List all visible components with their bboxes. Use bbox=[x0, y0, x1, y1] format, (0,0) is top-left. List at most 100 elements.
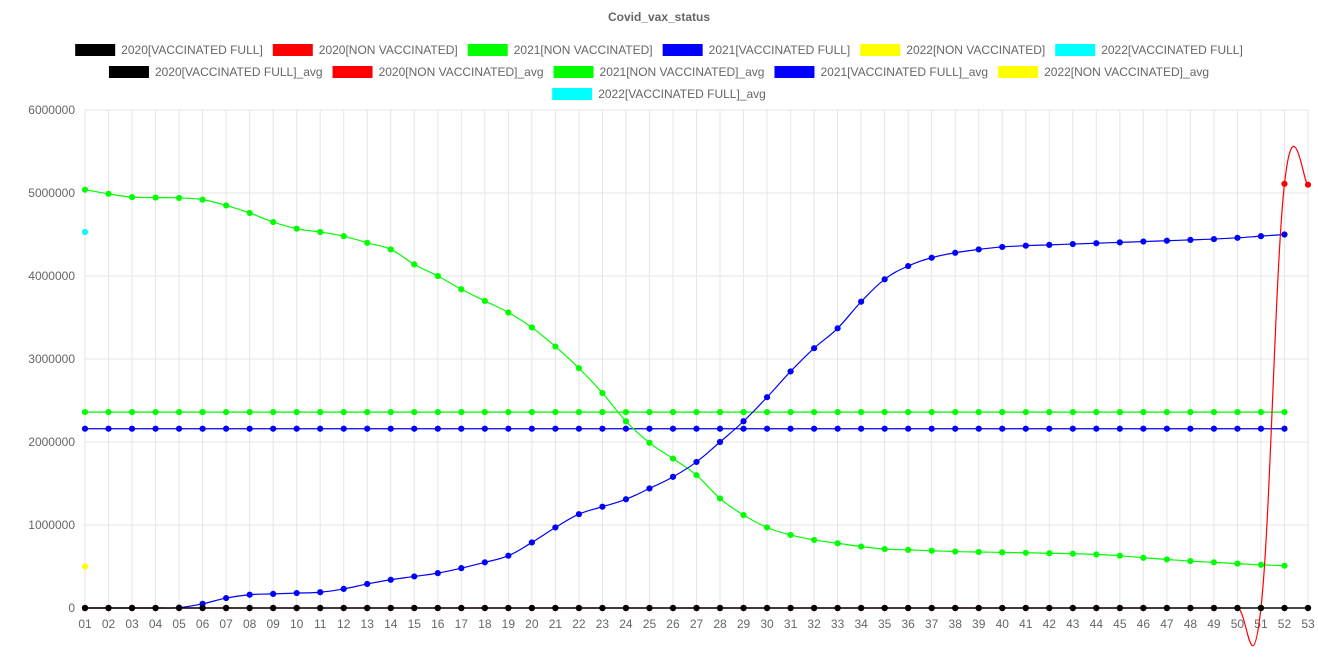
data-point[interactable] bbox=[1022, 604, 1029, 612]
data-point[interactable] bbox=[1163, 425, 1170, 432]
data-point[interactable] bbox=[1234, 234, 1241, 241]
data-point[interactable] bbox=[999, 409, 1006, 416]
data-point[interactable] bbox=[858, 409, 865, 416]
data-point[interactable] bbox=[928, 547, 935, 554]
data-point[interactable] bbox=[599, 604, 606, 612]
data-point[interactable] bbox=[1304, 604, 1312, 612]
data-point[interactable] bbox=[552, 343, 559, 350]
data-point[interactable] bbox=[858, 604, 865, 612]
data-point[interactable] bbox=[669, 425, 677, 432]
data-point[interactable] bbox=[952, 409, 959, 416]
data-point[interactable] bbox=[975, 246, 982, 253]
data-point[interactable] bbox=[763, 409, 771, 416]
data-point[interactable] bbox=[1281, 425, 1288, 432]
data-point[interactable] bbox=[1093, 240, 1100, 247]
data-point[interactable] bbox=[1116, 604, 1123, 612]
data-point[interactable] bbox=[1046, 425, 1053, 432]
data-point[interactable] bbox=[999, 243, 1006, 251]
data-point[interactable] bbox=[693, 604, 700, 612]
data-point[interactable] bbox=[952, 249, 959, 256]
data-point[interactable] bbox=[152, 425, 159, 432]
data-point[interactable] bbox=[1304, 181, 1312, 188]
data-point[interactable] bbox=[1187, 236, 1194, 243]
data-point[interactable] bbox=[975, 409, 982, 416]
data-point[interactable] bbox=[622, 409, 630, 416]
data-point[interactable] bbox=[458, 286, 465, 293]
data-point[interactable] bbox=[293, 409, 300, 416]
data-point[interactable] bbox=[740, 409, 747, 416]
data-point[interactable] bbox=[1140, 425, 1147, 432]
data-point[interactable] bbox=[1163, 556, 1170, 563]
data-point[interactable] bbox=[223, 594, 230, 602]
data-point[interactable] bbox=[552, 425, 559, 432]
data-point[interactable] bbox=[1234, 425, 1241, 432]
data-point[interactable] bbox=[340, 585, 347, 593]
data-point[interactable] bbox=[223, 604, 230, 612]
data-point[interactable] bbox=[317, 589, 324, 596]
data-point[interactable] bbox=[928, 604, 935, 612]
data-point[interactable] bbox=[1046, 604, 1053, 612]
data-point[interactable] bbox=[905, 546, 912, 554]
data-point[interactable] bbox=[669, 604, 677, 612]
data-point[interactable] bbox=[246, 591, 253, 598]
data-point[interactable] bbox=[505, 309, 512, 316]
data-point[interactable] bbox=[481, 559, 488, 566]
data-point[interactable] bbox=[881, 409, 888, 416]
data-point[interactable] bbox=[1046, 409, 1053, 416]
data-point[interactable] bbox=[1022, 425, 1029, 432]
data-point[interactable] bbox=[1140, 238, 1147, 245]
data-point[interactable] bbox=[1234, 560, 1241, 567]
data-point[interactable] bbox=[340, 409, 347, 416]
data-point[interactable] bbox=[881, 604, 888, 612]
data-point[interactable] bbox=[364, 580, 371, 588]
data-point[interactable] bbox=[622, 418, 630, 425]
data-point[interactable] bbox=[599, 503, 606, 510]
data-point[interactable] bbox=[81, 186, 89, 193]
data-point[interactable] bbox=[1210, 235, 1218, 243]
data-point[interactable] bbox=[834, 409, 841, 416]
data-point[interactable] bbox=[693, 425, 700, 432]
data-point[interactable] bbox=[552, 524, 559, 531]
data-point[interactable] bbox=[975, 548, 982, 556]
data-point[interactable] bbox=[317, 604, 324, 612]
legend-item-2021-non-vaccinated-avg[interactable]: 2021[NON VACCINATED]_avg bbox=[553, 65, 765, 79]
data-point[interactable] bbox=[740, 511, 747, 519]
data-point[interactable] bbox=[505, 552, 512, 559]
data-point[interactable] bbox=[763, 425, 771, 432]
legend-item-2022-vaccinated-full[interactable]: 2022[VACCINATED FULL] bbox=[1055, 43, 1243, 57]
data-point[interactable] bbox=[105, 409, 112, 416]
data-point[interactable] bbox=[364, 425, 371, 432]
data-point[interactable] bbox=[1069, 409, 1076, 416]
data-point[interactable] bbox=[1046, 550, 1053, 557]
data-point[interactable] bbox=[905, 604, 912, 612]
data-point[interactable] bbox=[1069, 240, 1076, 248]
data-point[interactable] bbox=[270, 218, 277, 226]
data-point[interactable] bbox=[1210, 604, 1218, 612]
data-point[interactable] bbox=[599, 389, 606, 397]
data-point[interactable] bbox=[952, 425, 959, 432]
data-point[interactable] bbox=[1116, 552, 1123, 559]
data-point[interactable] bbox=[1116, 425, 1123, 432]
data-point[interactable] bbox=[1069, 425, 1076, 432]
data-point[interactable] bbox=[528, 409, 535, 416]
data-point[interactable] bbox=[1093, 409, 1100, 416]
data-point[interactable] bbox=[693, 458, 700, 466]
data-point[interactable] bbox=[270, 590, 277, 597]
data-point[interactable] bbox=[246, 425, 253, 432]
data-point[interactable] bbox=[881, 545, 888, 553]
data-point[interactable] bbox=[1093, 425, 1100, 432]
data-point[interactable] bbox=[458, 565, 465, 572]
data-point[interactable] bbox=[881, 276, 888, 283]
data-point[interactable] bbox=[905, 425, 912, 432]
data-point[interactable] bbox=[716, 409, 724, 416]
data-point[interactable] bbox=[411, 604, 418, 612]
data-point[interactable] bbox=[128, 409, 136, 416]
data-point[interactable] bbox=[834, 325, 841, 332]
data-point[interactable] bbox=[1234, 409, 1241, 416]
data-point[interactable] bbox=[787, 425, 794, 432]
data-point[interactable] bbox=[434, 425, 441, 432]
data-point[interactable] bbox=[740, 425, 747, 432]
data-point[interactable] bbox=[575, 511, 583, 518]
data-point[interactable] bbox=[858, 543, 865, 550]
data-point[interactable] bbox=[175, 425, 183, 432]
